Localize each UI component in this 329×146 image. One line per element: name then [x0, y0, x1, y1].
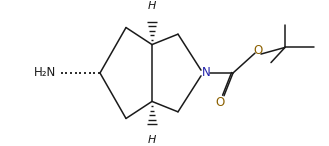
- Text: O: O: [215, 96, 225, 109]
- Text: N: N: [202, 66, 210, 80]
- Text: H: H: [148, 135, 156, 145]
- Text: H₂N: H₂N: [34, 66, 56, 80]
- Text: O: O: [253, 44, 263, 57]
- Text: H: H: [148, 1, 156, 11]
